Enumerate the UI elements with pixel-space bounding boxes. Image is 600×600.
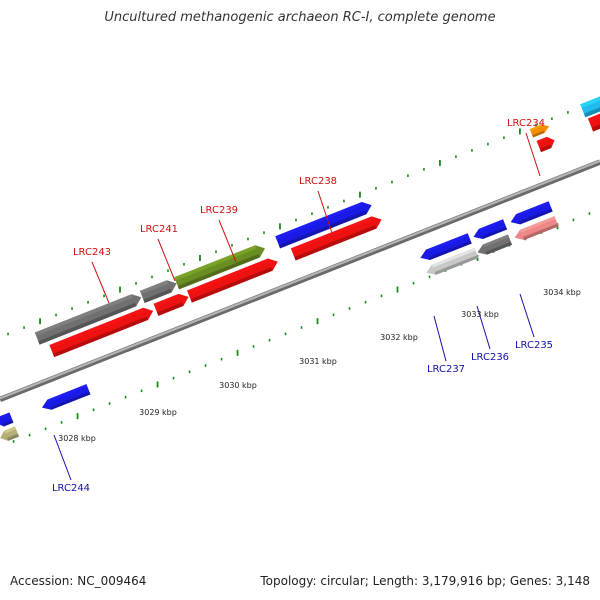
- gene-feature-red-3[interactable]: [187, 256, 280, 303]
- gene-label-lrc244[interactable]: LRC244: [52, 483, 90, 494]
- gene-feature-blue-left[interactable]: [0, 412, 14, 428]
- accession-text: Accession: NC_009464: [10, 574, 147, 588]
- gene-feature-lrc235-pink[interactable]: [513, 216, 559, 243]
- genome-backbone: [0, 159, 600, 403]
- gene-feature-khaki-left[interactable]: [0, 426, 19, 443]
- leader-line-lrc241: [157, 238, 176, 282]
- gene-label-lrc237[interactable]: LRC237: [427, 364, 465, 375]
- gene-feature-lrc244-blue[interactable]: [40, 384, 91, 413]
- tick-marks: [7, 96, 600, 443]
- gene-feature-blue-3[interactable]: [509, 201, 553, 227]
- leader-line-lrc243: [91, 261, 110, 304]
- leader-line-lrc244: [53, 434, 72, 481]
- gene-feature-red-2[interactable]: [153, 291, 191, 316]
- gene-feature-lrc239-olive[interactable]: [174, 242, 267, 290]
- gene-feature-lrc238-blue[interactable]: [275, 199, 374, 249]
- gene-feature-lrc243-gray[interactable]: [34, 291, 144, 345]
- leader-line-lrc238: [317, 190, 333, 234]
- gene-feature-red-4[interactable]: [290, 213, 384, 261]
- gene-feature-lrc234-orange[interactable]: [529, 122, 551, 138]
- gene-label-lrc241[interactable]: LRC241: [140, 224, 178, 235]
- scale-label: 3031 kbp: [299, 357, 337, 366]
- topology-text: Topology: circular; Length: 3,179,916 bp…: [260, 574, 590, 588]
- gene-feature-red-1[interactable]: [49, 305, 155, 358]
- gene-label-lrc239[interactable]: LRC239: [200, 205, 238, 216]
- gene-feature-lrc236-gray[interactable]: [475, 234, 513, 258]
- gene-feature-lrc234-red[interactable]: [536, 135, 557, 153]
- scale-label: 3030 kbp: [219, 381, 257, 390]
- gene-features[interactable]: [0, 93, 600, 443]
- backbone-shadow: [0, 159, 600, 403]
- gene-feature-lrc237-blue[interactable]: [418, 233, 472, 263]
- leader-line-lrc236: [476, 305, 491, 350]
- scale-label: 3028 kbp: [58, 434, 96, 443]
- gene-label-lrc235[interactable]: LRC235: [515, 340, 553, 351]
- gene-feature-lrc241-gray[interactable]: [139, 277, 179, 303]
- leader-line-lrc234: [525, 132, 541, 177]
- scale-label: 3029 kbp: [139, 408, 177, 417]
- tick-row-forward: [7, 96, 600, 336]
- backbone-line: [0, 159, 600, 400]
- map-title: Uncultured methanogenic archaeon RC-I, c…: [104, 10, 496, 25]
- gene-label-lrc236[interactable]: LRC236: [471, 352, 509, 363]
- scale-label: 3033 kbp: [461, 310, 499, 319]
- leader-line-lrc237: [433, 315, 447, 362]
- gene-feature-cyan[interactable]: [580, 93, 600, 118]
- scale-label: 3034 kbp: [543, 288, 581, 297]
- leader-line-lrc235: [519, 293, 535, 338]
- gene-label-lrc238[interactable]: LRC238: [299, 176, 337, 187]
- gene-feature-blue-2[interactable]: [471, 219, 508, 242]
- gene-feature-lrc237-lightgray[interactable]: [424, 247, 479, 278]
- gene-label-lrc243[interactable]: LRC243: [73, 247, 111, 258]
- scale-labels: 3028 kbp 3029 kbp 3030 kbp 3031 kbp 3032 kbp…: [58, 288, 581, 443]
- gene-labels[interactable]: LRC243 LRC241 LRC239 LRC238 LRC234 LRC237 LRC2…: [52, 118, 553, 494]
- gene-label-lrc234[interactable]: LRC234: [507, 118, 545, 129]
- label-leader-lines: [53, 132, 541, 481]
- leader-line-lrc239: [218, 219, 237, 263]
- scale-label: 3032 kbp: [380, 333, 418, 342]
- gene-feature-red-5[interactable]: [587, 108, 600, 132]
